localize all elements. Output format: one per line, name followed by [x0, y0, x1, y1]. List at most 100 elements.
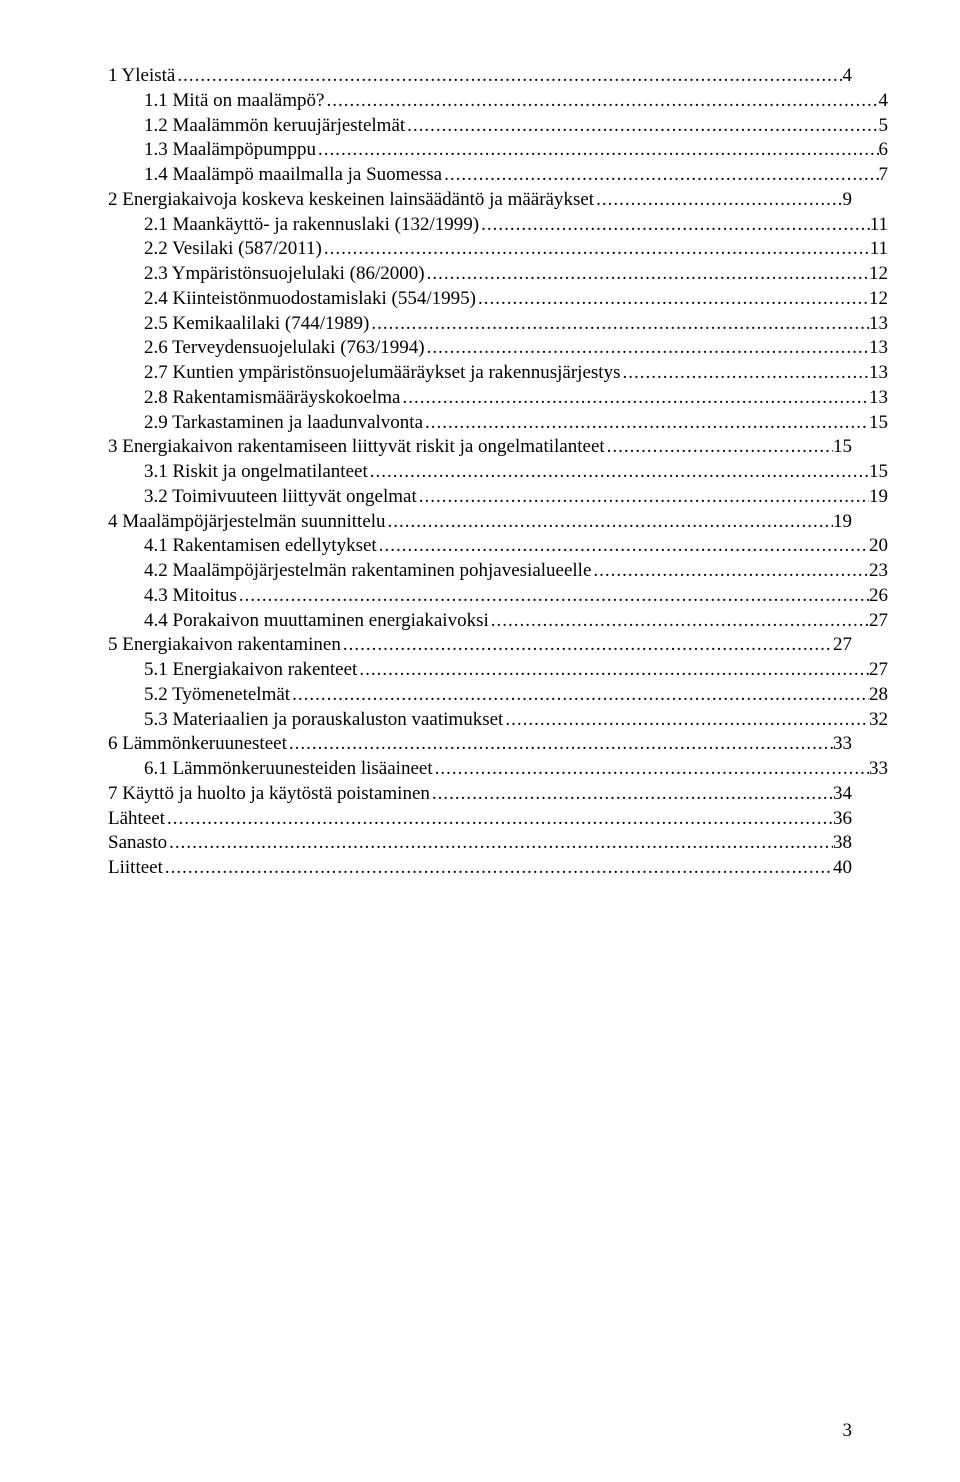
- toc-page-number: 9: [843, 188, 853, 212]
- toc-title: 4.4 Porakaivon muuttaminen energiakaivok…: [144, 609, 489, 633]
- toc-title: 6.1 Lämmönkeruunesteiden lisäaineet: [144, 757, 433, 781]
- toc-page-number: 33: [833, 732, 852, 756]
- toc-title: 1 Yleistä: [108, 64, 175, 88]
- toc-leader-dots: ........................................…: [405, 114, 878, 138]
- toc-page-number: 19: [869, 485, 888, 509]
- toc-page-number: 15: [833, 435, 852, 459]
- toc-row: 1.4 Maalämpö maailmalla ja Suomessa.....…: [108, 163, 888, 187]
- toc-row: 2.3 Ympäristönsuojelulaki (86/2000).....…: [108, 262, 888, 286]
- toc-page-number: 7: [879, 163, 889, 187]
- toc-leader-dots: ........................................…: [423, 411, 869, 435]
- toc-page-number: 20: [869, 534, 888, 558]
- toc-leader-dots: ........................................…: [165, 807, 833, 831]
- toc-title: 3 Energiakaivon rakentamiseen liittyvät …: [108, 435, 605, 459]
- toc-title: Liitteet: [108, 856, 163, 880]
- toc-title: 4 Maalämpöjärjestelmän suunnittelu: [108, 510, 386, 534]
- toc-page-number: 12: [869, 262, 888, 286]
- toc-title: 1.4 Maalämpö maailmalla ja Suomessa: [144, 163, 442, 187]
- toc-leader-dots: ........................................…: [594, 188, 842, 212]
- toc-title: 4.1 Rakentamisen edellytykset: [144, 534, 377, 558]
- toc-leader-dots: ........................................…: [167, 831, 833, 855]
- toc-row: 2.8 Rakentamismääräyskokoelma...........…: [108, 386, 888, 410]
- toc-page-number: 38: [833, 831, 852, 855]
- toc-title: 4.2 Maalämpöjärjestelmän rakentaminen po…: [144, 559, 591, 583]
- toc-row: 6.1 Lämmönkeruunesteiden lisäaineet.....…: [108, 757, 888, 781]
- toc-page-number: 32: [869, 708, 888, 732]
- toc-row: 5.2 Työmenetelmät.......................…: [108, 683, 888, 707]
- toc-page-number: 12: [869, 287, 888, 311]
- toc-row: 2.2 Vesilaki (587/2011).................…: [108, 237, 888, 261]
- toc-title: 5.3 Materiaalien ja porauskaluston vaati…: [144, 708, 503, 732]
- toc-title: 1.3 Maalämpöpumppu: [144, 138, 316, 162]
- toc-title: 7 Käyttö ja huolto ja käytöstä poistamin…: [108, 782, 430, 806]
- toc-title: Lähteet: [108, 807, 165, 831]
- toc-leader-dots: ........................................…: [400, 386, 869, 410]
- toc-title: 6 Lämmönkeruunesteet: [108, 732, 287, 756]
- toc-title: 2.2 Vesilaki (587/2011): [144, 237, 322, 261]
- toc-title: 2.8 Rakentamismääräyskokoelma: [144, 386, 400, 410]
- toc-title: 2.9 Tarkastaminen ja laadunvalvonta: [144, 411, 423, 435]
- toc-page-number: 6: [879, 138, 889, 162]
- toc-title: 5.1 Energiakaivon rakenteet: [144, 658, 357, 682]
- toc-leader-dots: ........................................…: [417, 485, 869, 509]
- toc-leader-dots: ........................................…: [605, 435, 833, 459]
- toc-title: 5 Energiakaivon rakentaminen: [108, 633, 341, 657]
- toc-title: 1.1 Mitä on maalämpö?: [144, 89, 324, 113]
- toc-leader-dots: ........................................…: [476, 287, 869, 311]
- toc-leader-dots: ........................................…: [163, 856, 833, 880]
- toc-leader-dots: ........................................…: [287, 732, 833, 756]
- toc-page-number: 34: [833, 782, 852, 806]
- toc-row: 4.3 Mitoitus............................…: [108, 584, 888, 608]
- toc-title: 3.2 Toimivuuteen liittyvät ongelmat: [144, 485, 417, 509]
- toc-row: 5 Energiakaivon rakentaminen............…: [108, 633, 852, 657]
- toc-title: 5.2 Työmenetelmät: [144, 683, 290, 707]
- toc-page-number: 27: [833, 633, 852, 657]
- toc-title: 2.3 Ympäristönsuojelulaki (86/2000): [144, 262, 425, 286]
- toc-page-number: 26: [869, 584, 888, 608]
- toc-row: 2.9 Tarkastaminen ja laadunvalvonta.....…: [108, 411, 888, 435]
- toc-leader-dots: ........................................…: [386, 510, 833, 534]
- toc-title: 2.1 Maankäyttö- ja rakennuslaki (132/199…: [144, 213, 479, 237]
- toc-leader-dots: ........................................…: [377, 534, 869, 558]
- toc-title: 2.6 Terveydensuojelulaki (763/1994): [144, 336, 425, 360]
- toc-page-number: 40: [833, 856, 852, 880]
- table-of-contents: 1 Yleistä...............................…: [108, 64, 852, 880]
- toc-leader-dots: ........................................…: [479, 213, 870, 237]
- toc-row: 2.1 Maankäyttö- ja rakennuslaki (132/199…: [108, 213, 888, 237]
- toc-row: Liitteet................................…: [108, 856, 852, 880]
- toc-row: 3.1 Riskit ja ongelmatilanteet..........…: [108, 460, 888, 484]
- toc-leader-dots: ........................................…: [341, 633, 833, 657]
- toc-row: 2.5 Kemikaalilaki (744/1989)............…: [108, 312, 888, 336]
- toc-leader-dots: ........................................…: [324, 89, 878, 113]
- toc-leader-dots: ........................................…: [357, 658, 869, 682]
- toc-leader-dots: ........................................…: [175, 64, 842, 88]
- toc-row: 5.1 Energiakaivon rakenteet.............…: [108, 658, 888, 682]
- toc-row: 1.1 Mitä on maalämpö?...................…: [108, 89, 888, 113]
- toc-page-number: 27: [869, 658, 888, 682]
- toc-page-number: 13: [869, 361, 888, 385]
- toc-page-number: 33: [869, 757, 888, 781]
- toc-page-number: 28: [869, 683, 888, 707]
- toc-row: 4 Maalämpöjärjestelmän suunnittelu......…: [108, 510, 852, 534]
- toc-leader-dots: ........................................…: [316, 138, 878, 162]
- toc-page-number: 36: [833, 807, 852, 831]
- toc-page-number: 4: [879, 89, 889, 113]
- toc-row: 6 Lämmönkeruunesteet....................…: [108, 732, 852, 756]
- toc-row: 1.2 Maalämmön keruujärjestelmät.........…: [108, 114, 888, 138]
- toc-leader-dots: ........................................…: [620, 361, 869, 385]
- toc-title: Sanasto: [108, 831, 167, 855]
- toc-title: 2.4 Kiinteistönmuodostamislaki (554/1995…: [144, 287, 476, 311]
- toc-row: 4.2 Maalämpöjärjestelmän rakentaminen po…: [108, 559, 888, 583]
- toc-page-number: 23: [869, 559, 888, 583]
- toc-row: 2.4 Kiinteistönmuodostamislaki (554/1995…: [108, 287, 888, 311]
- toc-leader-dots: ........................................…: [591, 559, 869, 583]
- toc-page-number: 11: [870, 237, 888, 261]
- toc-row: 2.7 Kuntien ympäristönsuojelumääräykset …: [108, 361, 888, 385]
- toc-leader-dots: ........................................…: [442, 163, 878, 187]
- toc-row: 3 Energiakaivon rakentamiseen liittyvät …: [108, 435, 852, 459]
- toc-leader-dots: ........................................…: [425, 262, 869, 286]
- toc-leader-dots: ........................................…: [425, 336, 869, 360]
- toc-row: 1.3 Maalämpöpumppu......................…: [108, 138, 888, 162]
- toc-row: Lähteet.................................…: [108, 807, 852, 831]
- toc-row: 5.3 Materiaalien ja porauskaluston vaati…: [108, 708, 888, 732]
